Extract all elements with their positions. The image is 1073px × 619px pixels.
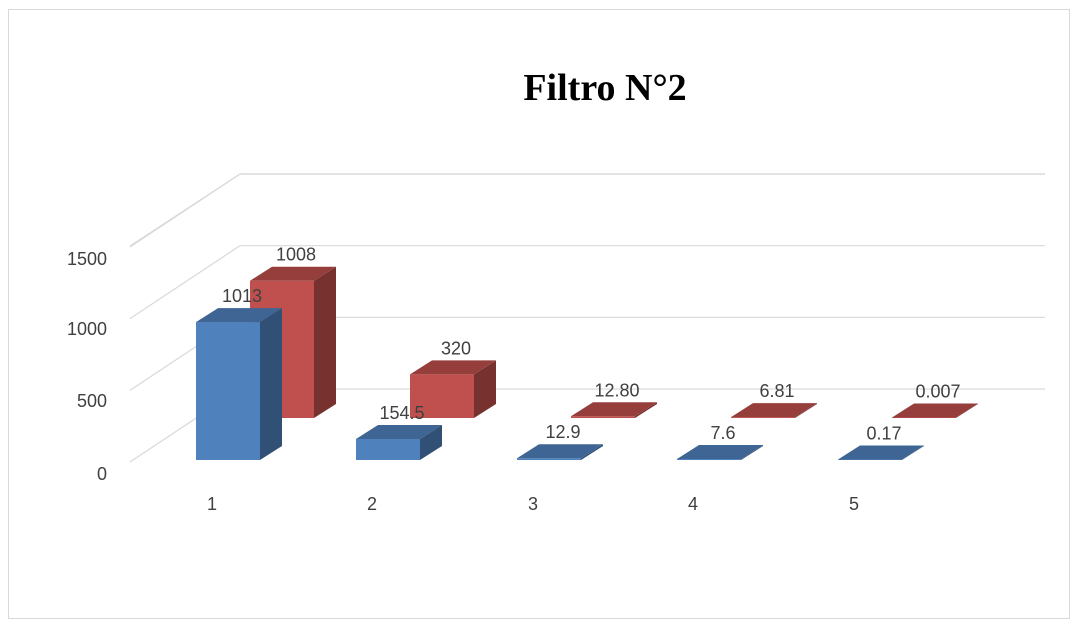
bar (410, 360, 496, 418)
bar-front-face (356, 438, 420, 460)
bar-side-face (741, 444, 763, 460)
y-tick-label: 1500 (67, 249, 107, 269)
data-label: 6.81 (759, 381, 794, 401)
bar-top-face (196, 308, 282, 323)
y-axis-ticks: 0 500 1000 1500 (67, 249, 107, 484)
bar-side-face (474, 360, 496, 418)
bar-front-face (677, 458, 741, 460)
bar-top-face (410, 360, 496, 375)
data-label: 12.80 (594, 380, 639, 400)
data-label: 1013 (222, 286, 262, 306)
bar (892, 403, 978, 418)
bar (356, 424, 442, 460)
bar-top-face (250, 266, 336, 281)
data-labels: 1008 320 12.80 6.81 0.007 1013 154.5 12.9 7.6 0.1… (222, 245, 961, 444)
bar-top-face (356, 424, 442, 439)
chart-title: Filtro N°2 (523, 67, 687, 109)
bar-front-face (196, 322, 260, 460)
bar-side-face (581, 444, 603, 460)
data-label: 0.17 (866, 424, 901, 444)
x-tick-label: 4 (688, 494, 698, 514)
bar-side-face (420, 424, 442, 460)
bar-side-face (795, 403, 817, 418)
bar-side-face (956, 403, 978, 418)
bar (838, 445, 924, 460)
bar-top-face (892, 403, 978, 418)
y-tick-label: 1000 (67, 319, 107, 339)
y-tick-label: 500 (77, 391, 107, 411)
data-label: 12.9 (545, 422, 580, 442)
bar-top-face (838, 445, 924, 460)
data-label: 320 (441, 338, 471, 358)
bar-front-face (517, 458, 581, 460)
x-tick-label: 1 (207, 494, 217, 514)
y-tick-label: 0 (97, 464, 107, 484)
bar (517, 444, 603, 460)
bar-front-face (410, 374, 474, 418)
bar (677, 444, 763, 460)
bar-top-face (731, 403, 817, 418)
x-tick-label: 2 (367, 494, 377, 514)
data-label: 154.5 (379, 403, 424, 423)
gridline-diagonal (129, 245, 241, 320)
bar-front-face (731, 417, 795, 418)
bar-top-face (571, 402, 657, 417)
x-tick-label: 3 (528, 494, 538, 514)
x-tick-label: 5 (849, 494, 859, 514)
data-label: 0.007 (915, 382, 960, 402)
bar-side-face (902, 445, 924, 460)
bar (196, 308, 282, 460)
bars (196, 266, 978, 460)
data-label: 7.6 (710, 423, 735, 443)
bar-side-face (314, 266, 336, 418)
data-label: 1008 (276, 245, 316, 265)
bar (731, 403, 817, 418)
bar-top-face (677, 444, 763, 459)
bar-front-face (571, 416, 635, 418)
bar-side-face (260, 308, 282, 460)
bar-top-face (517, 444, 603, 459)
gridline-diagonal (129, 173, 241, 247)
bar-front-face (892, 417, 956, 418)
bar-front-face (838, 459, 902, 460)
bar-side-face (635, 402, 657, 418)
x-axis-ticks: 1 2 3 4 5 (207, 494, 859, 514)
bar (571, 402, 657, 418)
